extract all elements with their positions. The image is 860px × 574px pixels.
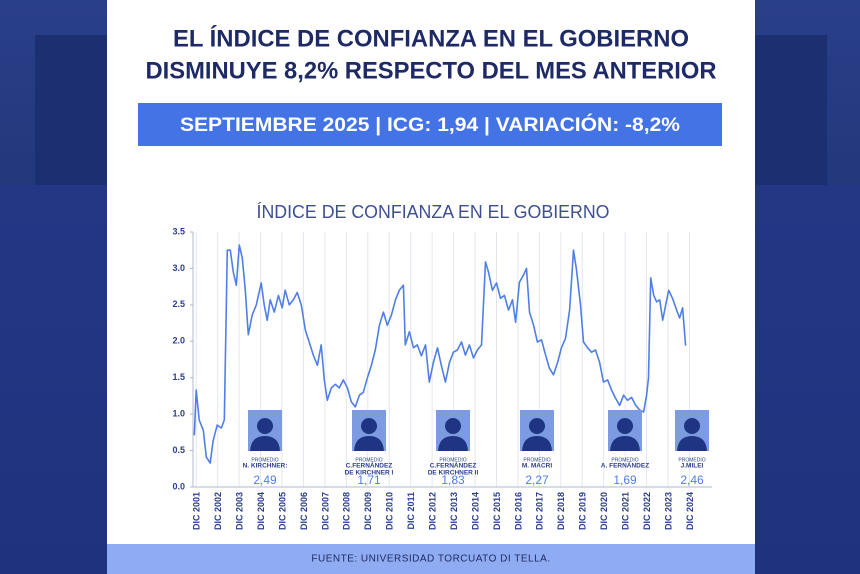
portrait-body <box>610 436 640 451</box>
y-tick-label: 1.5 <box>172 372 185 382</box>
x-tick-label: DIC 2020 <box>599 492 609 530</box>
x-tick-label: DIC 2014 <box>470 492 480 530</box>
annotation-label: PROMEDIO <box>678 457 705 463</box>
bg-block <box>755 185 860 574</box>
annotation-label: PROMEDIO <box>523 457 550 463</box>
bg-block <box>0 185 107 574</box>
annotation-label: PROMEDIO <box>439 457 466 463</box>
president-name: J.MILEI <box>681 463 704 470</box>
portrait-body <box>250 436 280 451</box>
portrait-body <box>354 436 384 451</box>
bg-block <box>35 35 107 185</box>
average-value: 2,27 <box>525 473 549 487</box>
x-tick-label: DIC 2015 <box>492 492 502 530</box>
portrait-head <box>257 418 273 434</box>
bg-block <box>755 35 827 185</box>
portrait-head <box>445 418 461 434</box>
title-line: EL ÍNDICE DE CONFIANZA EN EL GOBIERNO <box>173 24 689 52</box>
portrait-body <box>677 436 707 451</box>
data-line <box>193 244 687 464</box>
y-tick-label: 1.0 <box>172 409 185 419</box>
president-name: M. MACRI <box>522 463 553 470</box>
annotation-label: PROMEDIO <box>251 457 278 463</box>
portrait-head <box>529 418 545 434</box>
y-tick-label: 3.0 <box>172 263 185 273</box>
plot: 0.0 0.5 1.0 1.5 2.0 2.5 3.0 3.5 DIC 2001 DIC 2002… <box>172 226 712 530</box>
x-tick-label: DIC 2007 <box>320 492 330 530</box>
footer-bar <box>107 544 755 574</box>
y-tick-label: 2.0 <box>172 336 185 346</box>
x-tick-label: DIC 2004 <box>256 492 266 530</box>
y-tick-label: 3.5 <box>172 226 185 236</box>
panel <box>107 0 755 574</box>
x-tick-label: DIC 2017 <box>535 492 545 530</box>
president-name: C.FERNÁNDEZ <box>430 461 477 470</box>
average-value: 1,71 <box>357 473 381 487</box>
portrait-head <box>617 418 633 434</box>
president-name: N. KIRCHNER: <box>243 463 288 470</box>
portrait-body <box>438 436 468 451</box>
x-tick-label: DIC 2001 <box>192 492 202 530</box>
x-tick-label: DIC 2013 <box>449 492 459 530</box>
banner-text: SEPTIEMBRE 2025 | ICG: 1,94 | VARIACIÓN:… <box>180 114 680 136</box>
average-value: 1,83 <box>441 473 465 487</box>
x-tick-label: DIC 2024 <box>685 492 695 530</box>
president-name: DE KIRCHNER I <box>345 470 394 477</box>
x-tick-label: DIC 2022 <box>642 492 652 530</box>
chart-title: ÍNDICE DE CONFIANZA EN EL GOBIERNO <box>257 202 610 222</box>
x-tick-label: DIC 2011 <box>406 492 416 530</box>
annotation-label: PROMEDIO <box>355 457 382 463</box>
president-name: DE KIRCHNER II <box>428 470 479 477</box>
portrait-head <box>361 418 377 434</box>
banner <box>138 103 722 146</box>
x-tick-label: DIC 2003 <box>234 492 244 530</box>
x-tick-label: DIC 2010 <box>385 492 395 530</box>
x-tick-label: DIC 2021 <box>621 492 631 530</box>
x-tick-label: DIC 2023 <box>663 492 673 530</box>
source: FUENTE: UNIVERSIDAD TORCUATO DI TELLA. <box>311 554 550 565</box>
x-tick-label: DIC 2008 <box>342 492 352 530</box>
y-tick-label: 0.5 <box>172 445 185 455</box>
y-tick-label: 0.0 <box>172 481 185 491</box>
average-value: 2,46 <box>680 473 704 487</box>
x-tick-label: DIC 2005 <box>277 492 287 530</box>
x-tick-label: DIC 2012 <box>428 492 438 530</box>
x-tick-label: DIC 2009 <box>363 492 373 530</box>
portrait-head <box>684 418 700 434</box>
x-tick-label: DIC 2016 <box>513 492 523 530</box>
president-name: C.FERNÁNDEZ <box>346 461 393 470</box>
x-tick-label: DIC 2019 <box>578 492 588 530</box>
x-tick-label: DIC 2018 <box>556 492 566 530</box>
x-tick-label: DIC 2002 <box>213 492 223 530</box>
average-value: 2,49 <box>253 473 277 487</box>
average-value: 1,69 <box>613 473 637 487</box>
president-name: A. FERNÁNDEZ <box>601 461 649 470</box>
title-line: DISMINUYE 8,2% RESPECTO DEL MES ANTERIOR <box>146 57 717 84</box>
x-tick-label: DIC 2006 <box>299 492 309 530</box>
portrait-body <box>522 436 552 451</box>
y-tick-label: 2.5 <box>172 299 185 309</box>
annotation-label: PROMEDIO <box>611 457 638 463</box>
